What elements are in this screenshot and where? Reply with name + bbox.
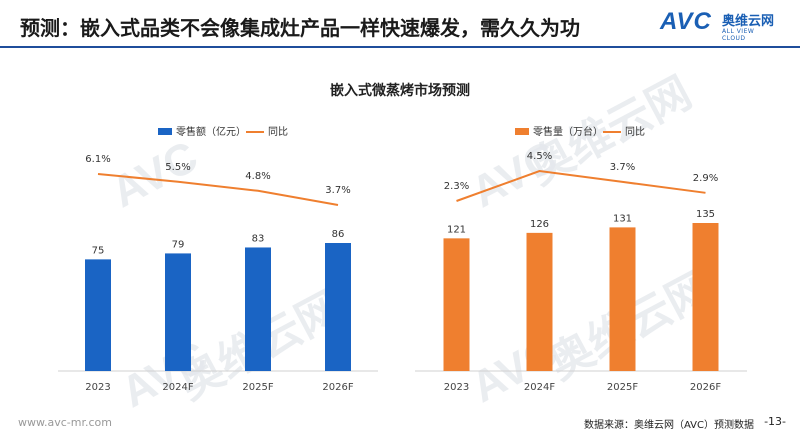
x-tick-label: 2026F [690,382,721,393]
bar-data-label: 83 [252,233,265,244]
logo-avc-text: AVC [660,8,712,35]
legend-line-label: 同比 [625,126,645,138]
legend-bar-swatch [515,128,529,135]
legend-bar-label: 零售额（亿元） [176,125,246,138]
line-data-label: 2.3% [444,181,469,192]
yoy-line [456,169,706,202]
bar-data-label: 75 [92,245,105,256]
bar-data-label: 126 [530,219,549,230]
bar [692,223,719,371]
bar [609,227,636,371]
line-data-label: 4.8% [245,171,270,182]
legend-bar-swatch [158,128,172,135]
bar [165,253,191,371]
x-tick-label: 2026F [322,382,353,393]
line-data-label: 3.7% [325,185,350,196]
retail-value-chart: 零售额（亿元） 同比 75 2023 79 2024F 83 2025F 86 2026F 6.1%… [58,125,378,393]
logo-en-text: ALL VIEW CLOUD [722,28,755,42]
bar [526,232,553,371]
bar-data-label: 79 [172,239,185,250]
x-tick-label: 2025F [607,382,638,393]
bar [85,259,111,371]
line-data-label: 2.9% [693,173,718,184]
line-data-label: 5.5% [165,162,190,173]
line-data-label: 4.5% [527,151,552,162]
bar [325,243,351,371]
line-data-label: 3.7% [610,162,635,173]
x-tick-label: 2023 [444,382,469,393]
retail-volume-chart: 零售量（万台） 同比 121 2023 126 2024F 131 2025F 135 2026F… [415,125,747,393]
bar-data-label: 135 [696,209,715,220]
page-header: 预测：嵌入式品类不会像集成灶产品一样快速爆发，需久久为功 AVC 奥维云网 AL… [0,0,800,48]
x-tick-label: 2024F [524,382,555,393]
chart-title: 嵌入式微蒸烤市场预测 [330,83,470,99]
header-rule [0,46,800,48]
yoy-line [97,173,339,206]
line-data-label: 6.1% [85,154,110,165]
bar-data-label: 121 [447,224,466,235]
x-tick-label: 2023 [85,382,110,393]
legend-bar-label: 零售量（万台） [533,125,603,138]
page-title: 预测：嵌入式品类不会像集成灶产品一样快速爆发，需久久为功 [20,16,580,40]
footer-url: www.avc-mr.com [18,416,112,429]
bar-data-label: 131 [613,213,632,224]
x-tick-label: 2024F [162,382,193,393]
legend-line-label: 同比 [268,126,288,138]
bar [443,238,470,371]
avc-logo: AVC 奥维云网 ALL VIEW CLOUD [660,8,778,42]
bar [245,247,271,371]
bar-data-label: 86 [332,229,345,240]
x-tick-label: 2025F [242,382,273,393]
logo-cn-text: 奥维云网 [722,14,775,29]
footer-source: 数据来源：奥维云网（AVC）预测数据 [583,420,754,431]
page-number: -13- [764,415,786,428]
